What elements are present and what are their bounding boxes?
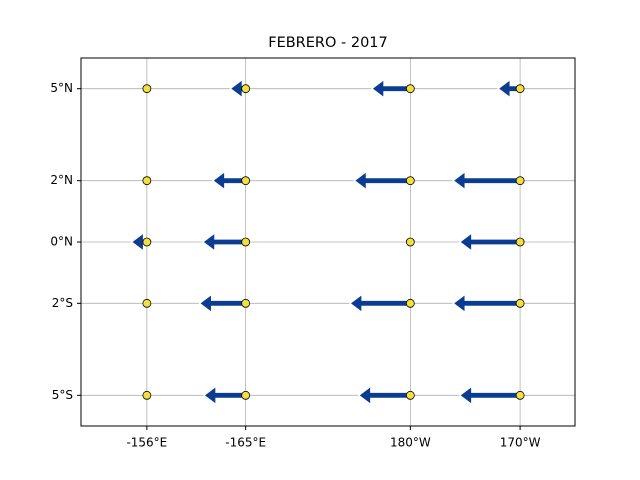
station-marker (142, 298, 152, 308)
y-tick-label: 2°N (50, 173, 73, 187)
station-marker (241, 298, 251, 308)
wind-arrow (370, 78, 411, 99)
y-tick-label: 2°S (52, 296, 73, 310)
wind-arrow (201, 231, 247, 253)
wind-arrow (452, 170, 521, 191)
x-tick-label: -156°E (126, 436, 167, 450)
station-marker (241, 237, 251, 247)
marks (130, 78, 525, 406)
x-tick-label: -165°E (225, 436, 266, 450)
station-marker (142, 390, 152, 400)
wind-arrow (458, 231, 521, 253)
y-tick-label: 0°N (50, 235, 73, 249)
wind-arrow (452, 293, 521, 314)
station-marker (515, 84, 525, 94)
station-marker (405, 176, 415, 186)
station-marker (405, 298, 415, 308)
y-tick-label: 5°N (50, 81, 73, 95)
station-marker (515, 390, 525, 400)
grid (81, 58, 575, 426)
x-tick-label: 170°W (500, 436, 541, 450)
station-marker (405, 237, 415, 247)
station-marker (515, 176, 525, 186)
x-tick-label: 180°W (390, 436, 431, 450)
wind-arrow (353, 170, 411, 191)
wind-arrow (458, 385, 521, 406)
wind-arrow (211, 170, 247, 191)
wind-arrow (202, 385, 247, 406)
station-marker (515, 298, 525, 308)
station-marker (241, 84, 251, 94)
station-marker (241, 176, 251, 186)
wind-arrow (348, 293, 411, 314)
station-marker (142, 176, 152, 186)
station-marker (405, 84, 415, 94)
station-marker (241, 390, 251, 400)
station-marker (405, 390, 415, 400)
station-marker (142, 84, 152, 94)
chart-title: FEBRERO - 2017 (268, 35, 388, 51)
y-tick-label: 5°S (52, 388, 73, 402)
station-marker (515, 237, 525, 247)
station-marker (142, 237, 152, 247)
wind-arrow (198, 293, 247, 314)
wind-arrow (357, 385, 411, 406)
